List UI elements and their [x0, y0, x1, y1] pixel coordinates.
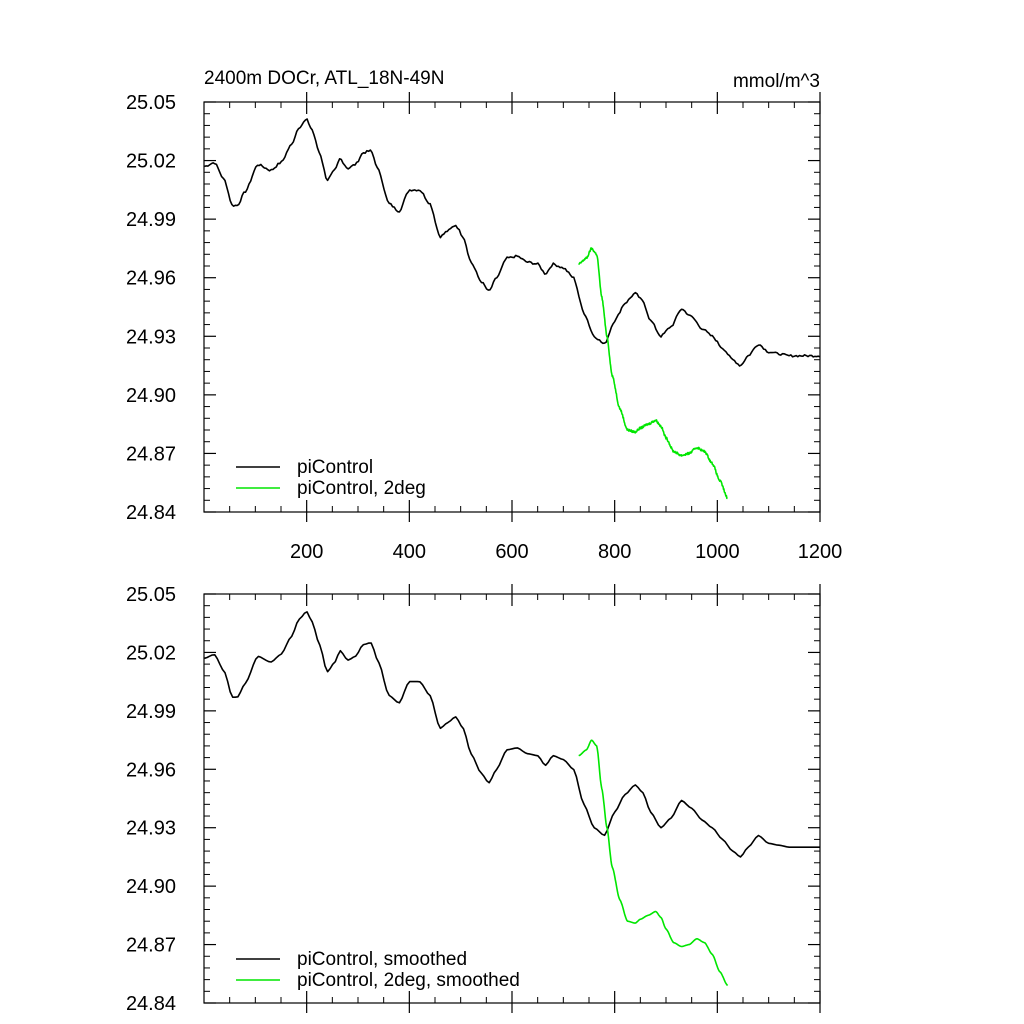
plot-frame — [203, 593, 821, 1004]
y-tick-label: 24.87 — [126, 443, 176, 465]
y-tick-label: 24.96 — [126, 759, 176, 781]
top-panel: 200 400 600 800 1000 1200 24.84 24.87 24.90 24.93… — [126, 92, 842, 563]
legend-label: piControl — [297, 457, 373, 478]
y-tick-label: 24.84 — [126, 502, 176, 524]
y-tick-label: 25.02 — [126, 642, 176, 664]
series-line — [204, 118, 821, 367]
right-title: mmol/m^3 — [733, 71, 820, 92]
x-tick-label: 400 — [393, 541, 426, 563]
y-tick-label: 24.99 — [126, 701, 176, 723]
bottom-panel: 24.84 24.87 24.90 24.93 24.96 24.99 25.02 25.05… — [126, 584, 821, 1015]
y-tick-label: 24.99 — [126, 209, 176, 231]
y-tick-label: 24.93 — [126, 818, 176, 840]
y-tick-label: 24.93 — [126, 326, 176, 348]
y-tick-label: 24.90 — [126, 385, 176, 407]
plot-frame — [203, 101, 821, 513]
x-tick-label: 200 — [290, 541, 323, 563]
legend-label: piControl, 2deg — [297, 478, 426, 499]
x-tick-label: 800 — [598, 541, 631, 563]
series-line — [204, 611, 820, 858]
series-line — [578, 739, 729, 987]
y-tick-label: 25.02 — [126, 151, 176, 173]
y-tick-label: 24.96 — [126, 268, 176, 290]
legend-label: piControl, smoothed — [297, 949, 467, 970]
left-title: 2400m DOCr, ATL_18N-49N — [204, 68, 444, 89]
y-tick-label: 24.84 — [126, 993, 176, 1015]
x-tick-label: 1200 — [798, 541, 843, 563]
y-tick-label: 25.05 — [126, 584, 176, 606]
x-tick-label: 600 — [495, 541, 528, 563]
series-line — [578, 247, 729, 500]
legend-label: piControl, 2deg, smoothed — [297, 970, 520, 991]
y-tick-label: 25.05 — [126, 92, 176, 114]
y-tick-label: 24.87 — [126, 935, 176, 957]
y-tick-label: 24.90 — [126, 876, 176, 898]
x-tick-label: 1000 — [695, 541, 740, 563]
